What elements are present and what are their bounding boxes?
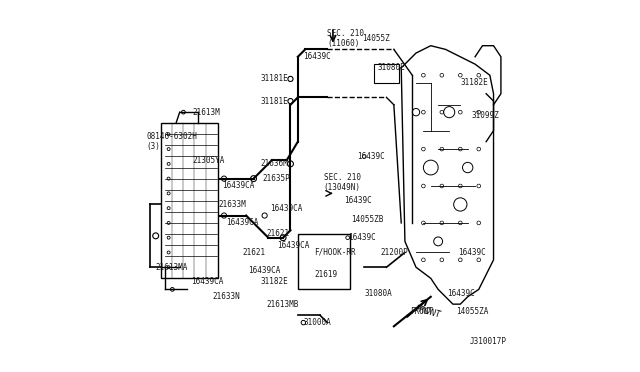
Text: 16439CA: 16439CA — [278, 241, 310, 250]
Text: 31080A: 31080A — [364, 289, 392, 298]
Text: J310017P: J310017P — [470, 337, 506, 346]
Text: 21635P: 21635P — [263, 174, 291, 183]
Text: 31182E: 31182E — [460, 78, 488, 87]
Text: 08146-6302H
(3): 08146-6302H (3) — [147, 132, 197, 151]
Text: 21613MA: 21613MA — [156, 263, 188, 272]
Text: 16439C: 16439C — [458, 248, 486, 257]
Text: 16439C: 16439C — [447, 289, 475, 298]
Text: 31000A: 31000A — [303, 318, 331, 327]
Text: 21619: 21619 — [314, 270, 337, 279]
Text: 21200P: 21200P — [381, 248, 409, 257]
Text: 16439C: 16439C — [303, 52, 331, 61]
Text: FRONT: FRONT — [410, 307, 433, 316]
Text: 31182E: 31182E — [261, 278, 289, 286]
Text: 21613MB: 21613MB — [266, 300, 299, 309]
Text: 21636M: 21636M — [261, 159, 289, 169]
Text: 21613M: 21613M — [193, 108, 220, 117]
Text: FRONT: FRONT — [414, 304, 442, 319]
Text: 14055Z: 14055Z — [362, 34, 390, 43]
Text: 31080E: 31080E — [377, 63, 405, 72]
Text: 31181E: 31181E — [261, 74, 289, 83]
Text: 21621: 21621 — [266, 230, 289, 238]
Text: 21621: 21621 — [243, 248, 266, 257]
Text: 16439CA: 16439CA — [248, 266, 280, 275]
Text: 16439C: 16439C — [357, 152, 385, 161]
Text: 16439CA: 16439CA — [226, 218, 258, 227]
Bar — [161, 123, 218, 278]
Text: SEC. 210
(11060): SEC. 210 (11060) — [328, 29, 364, 48]
Text: 16439C: 16439C — [344, 196, 372, 205]
Text: 31099Z: 31099Z — [472, 111, 499, 121]
Text: 31181E: 31181E — [261, 97, 289, 106]
Bar — [298, 234, 349, 289]
Text: 16439CA: 16439CA — [270, 203, 303, 213]
Bar — [374, 64, 399, 83]
Text: 14055ZA: 14055ZA — [456, 307, 489, 316]
Text: 21633N: 21633N — [213, 292, 241, 301]
Text: 21305YA: 21305YA — [193, 155, 225, 165]
Text: 16439CA: 16439CA — [191, 278, 223, 286]
Text: SEC. 210
(13049N): SEC. 210 (13049N) — [324, 173, 361, 192]
Text: 14055ZB: 14055ZB — [351, 215, 384, 224]
Text: F/HOOK-RR: F/HOOK-RR — [314, 248, 356, 257]
Text: 16439CA: 16439CA — [222, 182, 255, 190]
Text: 21633M: 21633M — [218, 200, 246, 209]
Text: 16439C: 16439C — [348, 233, 376, 242]
